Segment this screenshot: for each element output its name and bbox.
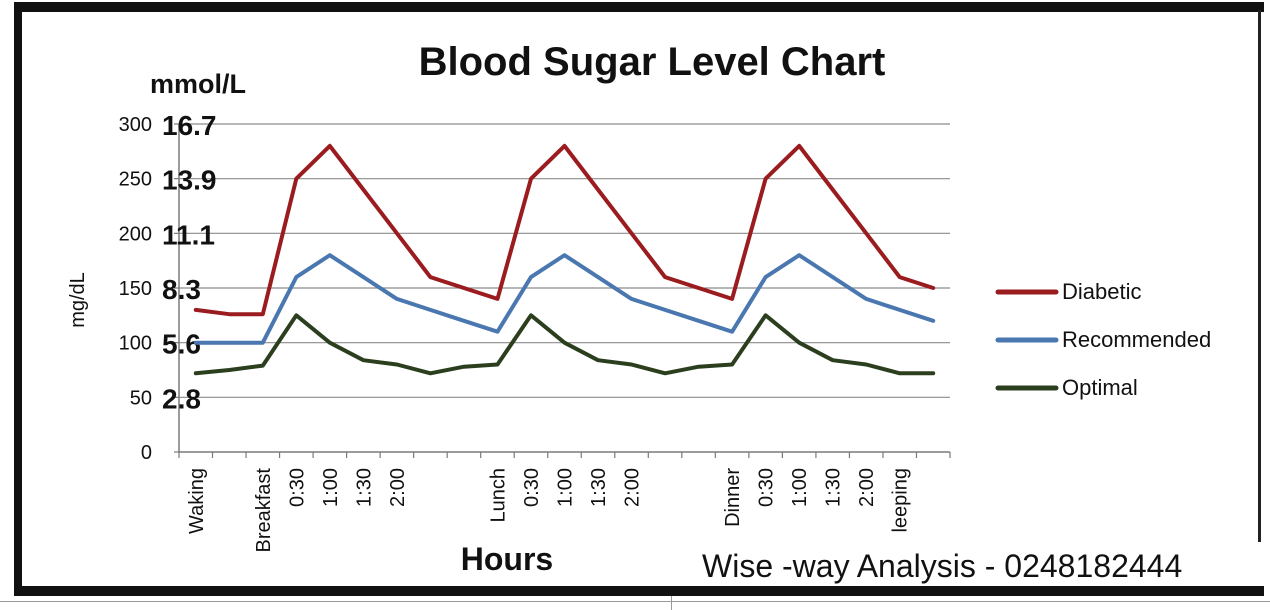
x-tick-label: 1:30 [588, 468, 610, 507]
x-tick-label: 0:30 [286, 468, 308, 507]
mmol-tick-label: 13.9 [162, 165, 217, 196]
x-tick-label: Breakfast [253, 468, 275, 553]
x-tick-labels: Waking Breakfast 0:30 1:00 1:30 2:00 Lunch 0:30… [186, 468, 912, 553]
x-tick-label: Dinner [722, 468, 744, 527]
x-axis-label: Hours [461, 541, 553, 577]
series-lines [193, 143, 936, 376]
mmol-tick-labels: 16.713.911.18.35.62.8 [162, 110, 217, 414]
x-tick-label: 2:00 [622, 468, 644, 507]
series-line-diabetic [193, 143, 936, 317]
y-tick-label: 100 [119, 333, 152, 355]
x-tick-label: Waking [186, 468, 208, 534]
legend-label: Optimal [1062, 375, 1138, 400]
mmol-tick-label: 8.3 [162, 274, 201, 305]
y-tick-label: 50 [130, 387, 152, 409]
mmol-tick-label: 11.1 [162, 219, 215, 250]
y-tick-labels: 0 50 100 150 200 250 300 [119, 114, 152, 464]
secondary-axis-label: mmol/L [150, 69, 246, 99]
x-tick-label: 1:30 [823, 468, 845, 507]
x-tick-label: 1:00 [789, 468, 811, 507]
window-bottom-rule [0, 601, 1270, 602]
x-tick-label: leeping [890, 468, 912, 533]
x-tick-label: 1:00 [555, 468, 577, 507]
legend-label: Recommended [1062, 327, 1211, 352]
gridlines [179, 123, 950, 398]
x-tick-label: 2:00 [856, 468, 878, 507]
y-tick-label: 0 [141, 442, 152, 464]
y-tick-label: 250 [119, 169, 152, 191]
mmol-tick-label: 2.8 [162, 383, 201, 414]
series-line-optimal [193, 313, 936, 376]
x-tick-label: 1:00 [320, 468, 342, 507]
y-tick-label: 300 [119, 114, 152, 136]
legend-label: Diabetic [1062, 279, 1141, 304]
x-tick-label: 0:30 [521, 468, 543, 507]
chart-title: Blood Sugar Level Chart [419, 40, 886, 84]
mmol-tick-label: 16.7 [162, 110, 217, 141]
y-axis-label: mg/dL [67, 272, 89, 328]
x-tick-label: 2:00 [387, 468, 409, 507]
blood-sugar-chart: Blood Sugar Level Chart mmol/L mg/dL Hou… [67, 40, 1211, 577]
frame-top-border [14, 2, 1264, 12]
y-tick-label: 200 [119, 223, 152, 245]
axes [174, 123, 951, 458]
window-bottom-divider [671, 596, 672, 610]
watermark-text: Wise -way Analysis - 0248182444 [684, 544, 1270, 586]
legend: Diabetic Recommended Optimal [995, 279, 1211, 400]
series-line-recommended [193, 253, 936, 345]
x-tick-label: 0:30 [756, 468, 778, 507]
x-tick-label: 1:30 [353, 468, 375, 507]
y-tick-label: 150 [119, 278, 152, 300]
frame-bottom-border [14, 586, 1264, 596]
x-tick-label: Lunch [487, 468, 509, 522]
frame-right-border [1258, 10, 1261, 542]
frame-left-border [14, 2, 22, 594]
